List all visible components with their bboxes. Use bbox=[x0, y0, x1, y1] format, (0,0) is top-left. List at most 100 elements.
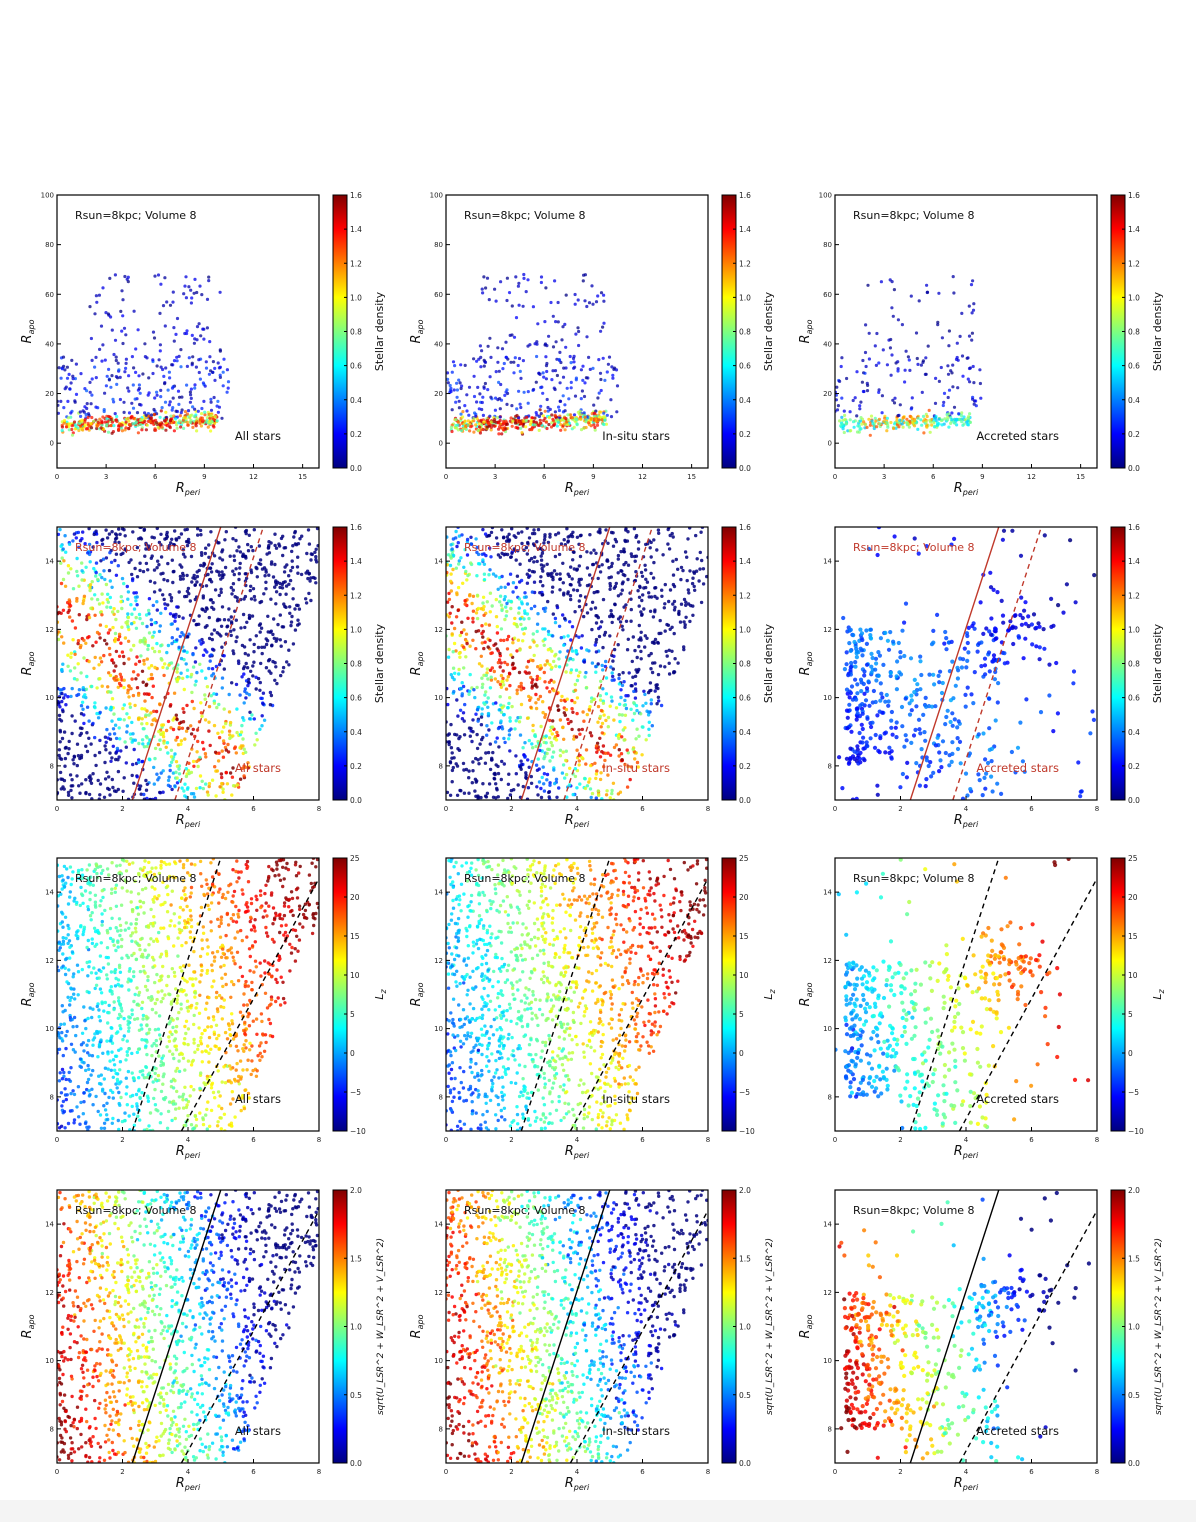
point-r2c2-48 bbox=[657, 699, 661, 703]
point-r2c2-63 bbox=[481, 782, 485, 786]
point-r2c1-608 bbox=[69, 567, 73, 571]
point-r2c1-821 bbox=[108, 673, 113, 678]
point-r1c3-260 bbox=[840, 415, 844, 419]
point-r1c1-622 bbox=[105, 422, 109, 427]
point-r2c1-711 bbox=[173, 752, 177, 756]
point-r1c2-96 bbox=[550, 378, 554, 382]
point-r2c2-1272 bbox=[566, 717, 570, 722]
point-r2c1-640 bbox=[92, 566, 96, 571]
point-r2c2-960 bbox=[542, 756, 546, 761]
point-r2c2-823 bbox=[553, 781, 557, 786]
point-r2c1-715 bbox=[95, 630, 100, 635]
point-r2c1-1489 bbox=[159, 732, 163, 737]
points-r1c2 bbox=[446, 272, 620, 436]
point-r2c1-397 bbox=[91, 772, 95, 776]
point-r2c2-660 bbox=[495, 647, 499, 651]
point-r2c1-1053 bbox=[138, 561, 142, 565]
xtick-label-r1c3-1: 3 bbox=[882, 473, 886, 481]
point-r1c3-377 bbox=[950, 411, 954, 415]
point-r2c1-5 bbox=[243, 579, 248, 583]
point-r2c2-500 bbox=[453, 671, 457, 675]
point-r1c3-139 bbox=[877, 388, 881, 392]
point-r1c2-378 bbox=[558, 399, 563, 403]
point-r2c1-977 bbox=[235, 635, 239, 639]
point-r1c3-218 bbox=[865, 381, 869, 385]
point-r2c1-1482 bbox=[288, 578, 293, 583]
point-r2c1-1448 bbox=[218, 785, 222, 789]
point-r2c1-1099 bbox=[168, 768, 172, 773]
point-r1c3-73 bbox=[889, 373, 893, 377]
point-r2c1-616 bbox=[237, 572, 241, 576]
point-r2c2-1016 bbox=[543, 637, 547, 641]
point-r2c1-572 bbox=[162, 577, 166, 582]
point-r2c2-526 bbox=[448, 793, 453, 797]
point-r2c1-980 bbox=[108, 551, 112, 555]
point-r2c2-980 bbox=[600, 797, 604, 800]
point-r2c2-591 bbox=[552, 659, 556, 664]
point-r2c2-549 bbox=[461, 581, 465, 585]
point-r1c2-601 bbox=[454, 423, 458, 428]
point-r1c3-321 bbox=[924, 372, 928, 376]
ref-line-r2c2-0 bbox=[520, 527, 611, 800]
point-r1c1-473 bbox=[69, 411, 73, 415]
point-r1c2-131 bbox=[465, 409, 469, 413]
point-r2c1-1103 bbox=[264, 568, 268, 572]
point-r1c1-468 bbox=[217, 366, 221, 370]
point-r1c2-605 bbox=[489, 425, 493, 429]
point-r1c1-2 bbox=[197, 370, 201, 375]
point-r1c2-532 bbox=[591, 302, 595, 306]
point-r2c1-749 bbox=[175, 781, 180, 785]
point-r2c1-1096 bbox=[261, 691, 266, 695]
point-r2c2-590 bbox=[536, 697, 541, 701]
point-r1c3-61 bbox=[947, 425, 951, 429]
point-r2c2-1085 bbox=[507, 737, 511, 741]
point-r2c1-1180 bbox=[279, 536, 284, 541]
point-r1c3-295 bbox=[890, 353, 894, 357]
point-r2c2-301 bbox=[568, 620, 572, 624]
point-r1c1-138 bbox=[182, 292, 186, 296]
point-r2c2-1071 bbox=[631, 718, 635, 722]
point-r2c2-172 bbox=[649, 702, 653, 706]
point-r2c1-266 bbox=[287, 574, 291, 578]
point-r2c1-1405 bbox=[87, 615, 92, 620]
point-r1c2-513 bbox=[544, 420, 548, 424]
point-r2c2-1307 bbox=[679, 565, 684, 570]
point-r1c3-301 bbox=[844, 422, 848, 426]
point-r1c2-510 bbox=[479, 418, 483, 422]
point-r2c2-1203 bbox=[589, 734, 594, 738]
point-r2c2-1024 bbox=[607, 576, 611, 580]
point-r1c1-291 bbox=[177, 395, 182, 399]
point-r2c2-104 bbox=[462, 628, 466, 632]
point-r2c1-544 bbox=[61, 577, 66, 582]
point-r1c1-419 bbox=[109, 315, 113, 319]
point-r2c1-1278 bbox=[169, 755, 174, 759]
point-r2c1-202 bbox=[116, 609, 120, 614]
point-r2c1-1255 bbox=[119, 600, 123, 604]
point-r2c1-575 bbox=[207, 615, 211, 620]
point-r2c1-1065 bbox=[203, 609, 207, 613]
point-r2c1-888 bbox=[241, 612, 246, 617]
point-r2c2-1410 bbox=[574, 650, 578, 654]
point-r2c1-774 bbox=[139, 654, 143, 658]
point-r1c2-50 bbox=[532, 420, 536, 424]
point-r1c2-283 bbox=[604, 422, 609, 426]
point-r2c2-1109 bbox=[575, 588, 580, 593]
xtick-label-r2c1-4: 8 bbox=[317, 805, 321, 813]
point-r2c2-1046 bbox=[485, 791, 490, 795]
point-r2c1-1030 bbox=[243, 687, 247, 691]
point-r1c2-538 bbox=[538, 421, 543, 425]
point-r1c1-310 bbox=[93, 312, 97, 316]
point-r1c1-324 bbox=[168, 425, 172, 430]
point-r2c1-302 bbox=[135, 575, 140, 579]
point-r1c1-693 bbox=[92, 419, 96, 423]
plot-area-r2c2 bbox=[446, 527, 708, 800]
point-r2c2-1229 bbox=[451, 650, 455, 654]
point-r2c1-632 bbox=[148, 579, 153, 583]
point-r2c1-158 bbox=[137, 758, 141, 762]
point-r2c2-218 bbox=[502, 712, 506, 717]
point-r2c1-1080 bbox=[60, 668, 64, 672]
point-r2c2-300 bbox=[548, 781, 552, 785]
point-r2c2-483 bbox=[614, 581, 618, 586]
point-r2c2-126 bbox=[464, 632, 469, 636]
point-r1c1-85 bbox=[187, 285, 191, 289]
